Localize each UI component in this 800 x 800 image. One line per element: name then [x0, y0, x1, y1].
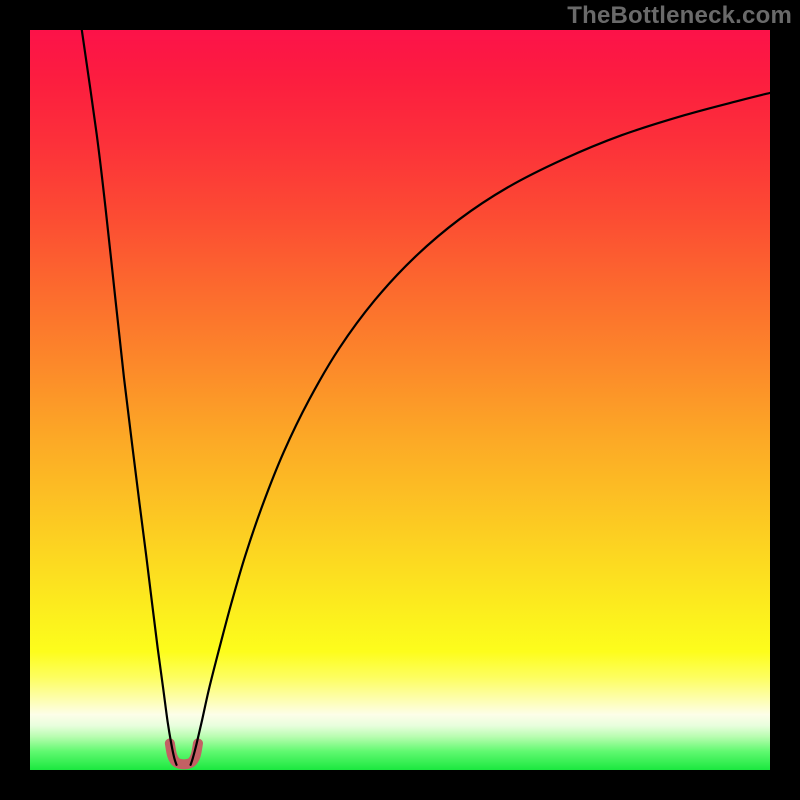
bottleneck-chart — [0, 0, 800, 800]
plot-background — [30, 30, 770, 770]
attribution-label: TheBottleneck.com — [567, 2, 792, 30]
chart-container: TheBottleneck.com — [0, 0, 800, 800]
